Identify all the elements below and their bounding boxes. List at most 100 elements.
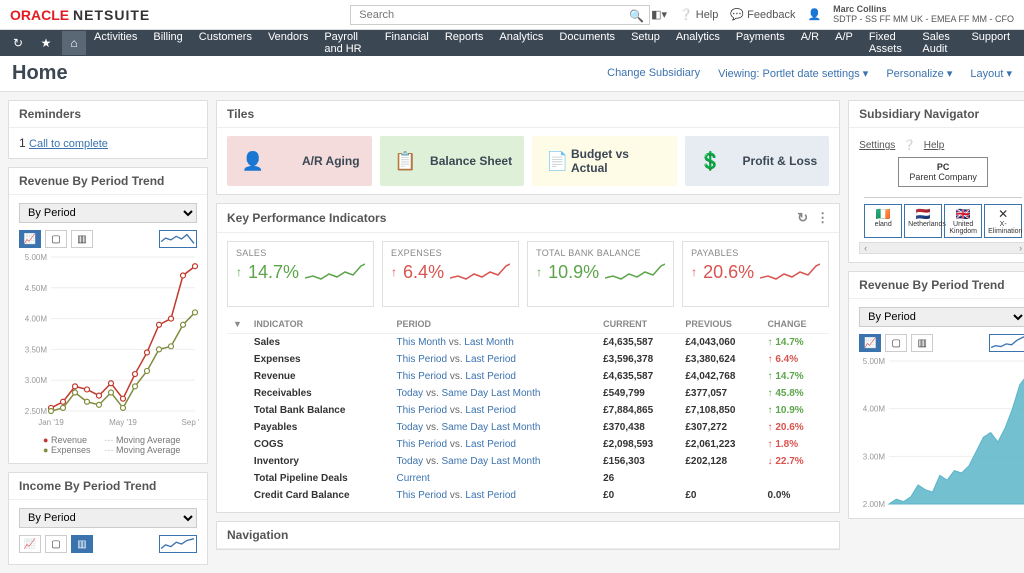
bar-chart-icon[interactable]: ▥ — [71, 230, 93, 248]
kpi-card-expenses[interactable]: EXPENSES↑6.4% — [382, 241, 519, 307]
kpi-label: PAYABLES — [691, 248, 820, 258]
nav-customers[interactable]: Customers — [191, 31, 260, 55]
subsidiary-child[interactable]: 🇳🇱Netherlands — [904, 204, 942, 238]
subsidiary-child[interactable]: 🇮🇪eland — [864, 204, 902, 238]
kpi-row[interactable]: COGSThis Period vs. Last Period£2,098,59… — [227, 436, 829, 453]
kpi-sparkline — [760, 260, 820, 284]
income-sparkline — [159, 535, 197, 553]
kpi-card-total-bank-balance[interactable]: TOTAL BANK BALANCE↑10.9% — [527, 241, 674, 307]
income-period-selector[interactable]: By Period — [19, 508, 197, 528]
kpi-row[interactable]: ReceivablesToday vs. Same Day Last Month… — [227, 385, 829, 402]
kpi-cards: SALES↑14.7%EXPENSES↑6.4%TOTAL BANK BALAN… — [227, 241, 829, 307]
nav-documents[interactable]: Documents — [551, 31, 623, 55]
reminder-count: 1 — [19, 136, 29, 150]
viewing-settings[interactable]: Viewing: Portlet date settings ▾ — [718, 67, 868, 80]
tile-label: Profit & Loss — [743, 154, 818, 168]
nav-analytics[interactable]: Analytics — [668, 31, 728, 55]
feedback-link[interactable]: 💬 Feedback — [730, 8, 795, 21]
col-right: Subsidiary Navigator Settings ❔Help PCPa… — [848, 100, 1024, 565]
hierarchy-scrollbar[interactable]: ‹› — [859, 242, 1024, 254]
income-line-icon[interactable]: 📈 — [19, 535, 41, 553]
kpi-row[interactable]: ExpensesThis Period vs. Last Period£3,59… — [227, 351, 829, 368]
home-icon[interactable]: ⌂ — [62, 31, 86, 55]
flag-icon: ✕ — [988, 207, 1018, 221]
top-right: ◧▾ ❔ Help 💬 Feedback 👤 Marc Collins SDTP… — [651, 5, 1014, 25]
kpi-row[interactable]: Total Pipeline DealsCurrent26 — [227, 470, 829, 487]
help-link[interactable]: ❔ Help — [679, 8, 718, 21]
change-subsidiary[interactable]: Change Subsidiary — [607, 67, 700, 80]
svg-text:3.00M: 3.00M — [863, 452, 886, 461]
search-icon[interactable]: 🔍 — [629, 9, 644, 23]
sub-help[interactable]: Help — [924, 140, 945, 151]
kpi-col-change[interactable]: CHANGE — [762, 315, 830, 334]
rev-r-selector[interactable]: By Period — [859, 307, 1024, 327]
user-block[interactable]: Marc Collins SDTP - SS FF MM UK - EMEA F… — [833, 5, 1014, 25]
kpi-row[interactable]: PayablesToday vs. Same Day Last Month£37… — [227, 419, 829, 436]
sub-help-icon[interactable]: ❔ — [903, 140, 915, 151]
history-icon[interactable]: ↻ — [6, 31, 30, 55]
nav-reports[interactable]: Reports — [437, 31, 492, 55]
indicator-cell: Expenses — [248, 351, 391, 368]
tile-budget-vs-actual[interactable]: 📄Budget vs Actual — [532, 136, 677, 186]
revenue-trend-title: Revenue By Period Trend — [9, 168, 207, 195]
tile-a-r-aging[interactable]: 👤A/R Aging — [227, 136, 372, 186]
kpi-card-sales[interactable]: SALES↑14.7% — [227, 241, 374, 307]
revenue-trend-right: Revenue By Period Trend By Period 📈 ▢ ▥ … — [848, 271, 1024, 519]
avatar-icon[interactable]: 👤 — [807, 8, 821, 21]
subsidiary-child[interactable]: ✕X-Elimination — [984, 204, 1022, 238]
rev-r-line-icon[interactable]: 📈 — [859, 334, 881, 352]
nav-financial[interactable]: Financial — [377, 31, 437, 55]
svg-text:May '19: May '19 — [109, 418, 137, 427]
rev-r-bar-icon[interactable]: ▥ — [911, 334, 933, 352]
kpi-row[interactable]: SalesThis Month vs. Last Month£4,635,587… — [227, 334, 829, 352]
income-bar-icon[interactable]: ▥ — [71, 535, 93, 553]
nav-sales-audit[interactable]: Sales Audit — [914, 31, 963, 55]
nav-setup[interactable]: Setup — [623, 31, 668, 55]
previous-cell: £307,272 — [679, 419, 761, 436]
star-icon[interactable]: ★ — [34, 31, 58, 55]
tile-profit-loss[interactable]: 💲Profit & Loss — [685, 136, 830, 186]
kpi-menu-icon[interactable]: ⋮ — [816, 210, 829, 226]
app-switch-icon[interactable]: ◧▾ — [651, 8, 667, 21]
previous-cell: £4,043,060 — [679, 334, 761, 352]
rev-r-tools: 📈 ▢ ▥ — [859, 331, 1024, 355]
income-area-icon[interactable]: ▢ — [45, 535, 67, 553]
kpi-col-indicator[interactable]: INDICATOR — [248, 315, 391, 334]
income-trend-portlet: Income By Period Trend By Period 📈 ▢ ▥ — [8, 472, 208, 565]
sub-settings[interactable]: Settings — [859, 140, 895, 151]
rev-r-area-icon[interactable]: ▢ — [885, 334, 907, 352]
nav-support[interactable]: Support — [963, 31, 1018, 55]
nav-payments[interactable]: Payments — [728, 31, 793, 55]
personalize[interactable]: Personalize ▾ — [886, 67, 952, 80]
kpi-card-payables[interactable]: PAYABLES↑20.6% — [682, 241, 829, 307]
kpi-portlet: Key Performance Indicators ↻ ⋮ SALES↑14.… — [216, 203, 840, 513]
period-selector[interactable]: By Period — [19, 203, 197, 223]
nav-fixed-assets[interactable]: Fixed Assets — [861, 31, 915, 55]
change-cell: ↑ 45.8% — [762, 385, 830, 402]
kpi-row[interactable]: Total Bank BalanceThis Period vs. Last P… — [227, 402, 829, 419]
revenue-trend-portlet: Revenue By Period Trend By Period 📈 ▢ ▥ … — [8, 167, 208, 464]
area-chart-icon[interactable]: ▢ — [45, 230, 67, 248]
kpi-col-current[interactable]: CURRENT — [597, 315, 679, 334]
parent-company[interactable]: PCParent Company — [898, 157, 988, 187]
nav-a-r[interactable]: A/R — [793, 31, 827, 55]
reminder-link[interactable]: Call to complete — [29, 138, 108, 150]
search-wrap: 🔍 — [350, 5, 650, 25]
nav-analytics[interactable]: Analytics — [491, 31, 551, 55]
kpi-row[interactable]: InventoryToday vs. Same Day Last Month£1… — [227, 453, 829, 470]
nav-activities[interactable]: Activities — [86, 31, 145, 55]
search-input[interactable] — [350, 5, 650, 25]
tile-balance-sheet[interactable]: 📋Balance Sheet — [380, 136, 525, 186]
kpi-col-previous[interactable]: PREVIOUS — [679, 315, 761, 334]
kpi-col-period[interactable]: PERIOD — [390, 315, 597, 334]
kpi-row[interactable]: Credit Card BalanceThis Period vs. Last … — [227, 487, 829, 504]
subsidiary-child[interactable]: 🇬🇧United Kingdom — [944, 204, 982, 238]
nav-billing[interactable]: Billing — [145, 31, 190, 55]
layout[interactable]: Layout ▾ — [970, 67, 1012, 80]
nav-a-p[interactable]: A/P — [827, 31, 861, 55]
nav-payroll-and-hr[interactable]: Payroll and HR — [316, 31, 377, 55]
nav-vendors[interactable]: Vendors — [260, 31, 316, 55]
line-chart-icon[interactable]: 📈 — [19, 230, 41, 248]
kpi-refresh-icon[interactable]: ↻ — [797, 210, 808, 226]
kpi-row[interactable]: RevenueThis Period vs. Last Period£4,635… — [227, 368, 829, 385]
